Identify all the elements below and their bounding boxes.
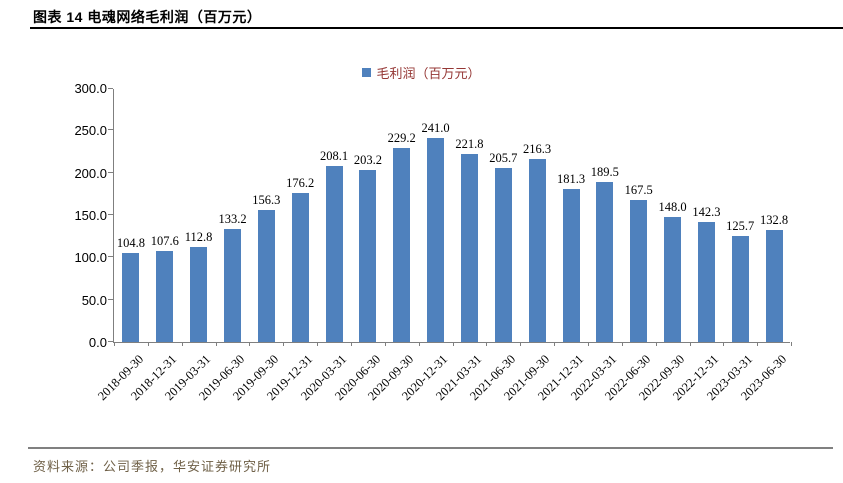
bar (257, 209, 275, 342)
x-axis-tick-mark (655, 342, 657, 346)
x-axis-tick-mark (384, 342, 386, 346)
y-axis-tick-mark (108, 256, 113, 258)
bar (190, 246, 208, 342)
bar (596, 181, 614, 342)
bar (359, 170, 377, 342)
y-axis-tick-label: 100.0 (74, 250, 107, 266)
bar (765, 229, 783, 342)
x-axis-tick-mark (554, 342, 556, 346)
bar-value-label: 133.2 (218, 212, 247, 227)
x-axis-tick-mark (317, 342, 319, 346)
bar-value-label: 142.3 (692, 204, 721, 219)
x-axis-tick-mark (452, 342, 454, 346)
y-axis-labels: 0.0 50.0 100.0 150.0 200.0 250.0 300.0 (0, 81, 107, 350)
x-axis-labels: 2018-09-30 2018-12-31 2019-03-31 2019-06-30… (95, 347, 790, 443)
bar (731, 235, 749, 342)
x-axis-tick-mark (486, 342, 488, 346)
y-axis-tick-label: 150.0 (74, 208, 107, 223)
y-axis-tick-label: 0.0 (88, 335, 107, 350)
x-axis-tick-mark (147, 342, 149, 346)
bar-value-label: 107.6 (150, 233, 179, 248)
bar (427, 138, 445, 342)
bar-value-label: 132.8 (760, 212, 789, 227)
y-axis-tick-mark (108, 171, 113, 173)
bar-value-label: 229.2 (387, 130, 416, 145)
figure-title: 图表 14 电魂网络毛利润（百万元） (33, 9, 262, 25)
x-axis-tick-mark (181, 342, 183, 346)
bar-chart-plot-area: 104.8 107.6 112.8 133.2 156.3 176.2 208.1 203.2… (108, 88, 792, 346)
legend-label: 毛利润（百万元） (376, 66, 481, 81)
bar (630, 200, 648, 342)
bar (460, 154, 478, 342)
x-axis-tick-mark (215, 342, 217, 346)
x-axis-tick-mark (283, 342, 285, 346)
y-axis-tick-label: 300.0 (74, 81, 107, 96)
x-axis-tick-mark (689, 342, 691, 346)
x-axis-tick-mark (114, 342, 115, 346)
bar-value-label: 125.7 (726, 218, 755, 233)
y-axis-tick-mark (108, 298, 113, 300)
bar (697, 221, 715, 342)
bar-value-label: 216.3 (523, 141, 552, 156)
bar-value-label: 176.2 (286, 175, 315, 190)
title-divider (30, 27, 843, 29)
source-note: 资料来源：公司季报，华安证券研究所 (33, 459, 272, 474)
bar (393, 147, 411, 342)
bar-value-label: 221.8 (455, 137, 484, 152)
chart-legend: 毛利润（百万元） (0, 63, 843, 82)
bar-value-label: 241.0 (421, 121, 450, 135)
y-axis-tick-label: 250.0 (74, 123, 107, 139)
bar-value-label: 189.5 (590, 164, 619, 179)
legend-swatch-icon (362, 68, 372, 77)
bar-value-label: 167.5 (624, 183, 653, 198)
y-axis-tick-mark (108, 88, 113, 89)
bar (156, 250, 174, 342)
y-axis-tick-label: 200.0 (74, 165, 107, 181)
bar-value-label: 156.3 (252, 192, 281, 207)
bar-value-label: 203.2 (353, 153, 382, 167)
y-axis-tick-mark (108, 341, 113, 342)
x-axis-tick-mark (757, 342, 759, 346)
bar-value-label: 148.0 (658, 199, 687, 214)
bar (562, 188, 580, 342)
bar (494, 167, 512, 342)
bar-value-label: 208.1 (319, 148, 349, 163)
bar (122, 253, 140, 342)
bar (224, 229, 241, 342)
bar (528, 158, 546, 342)
bar-value-label: 104.8 (116, 236, 145, 251)
bar (664, 216, 681, 342)
bar (291, 192, 309, 342)
x-axis-tick-mark (791, 342, 792, 346)
bar (325, 165, 343, 342)
bar-value-label: 205.7 (489, 150, 518, 165)
x-axis-tick-mark (350, 342, 352, 346)
x-axis-tick-mark (621, 342, 623, 346)
footer-divider (28, 447, 833, 449)
y-axis-tick-mark (108, 214, 113, 215)
x-axis-tick-mark (520, 342, 522, 346)
x-axis-tick-mark (587, 342, 589, 346)
x-axis-tick-mark (418, 342, 420, 346)
bar-value-label: 112.8 (184, 229, 213, 244)
y-axis-tick-label: 50.0 (81, 292, 107, 308)
x-axis-tick-mark (723, 342, 725, 346)
bar-value-label: 181.3 (556, 171, 586, 186)
x-axis-tick-mark (249, 342, 251, 346)
y-axis-tick-mark (108, 129, 113, 131)
